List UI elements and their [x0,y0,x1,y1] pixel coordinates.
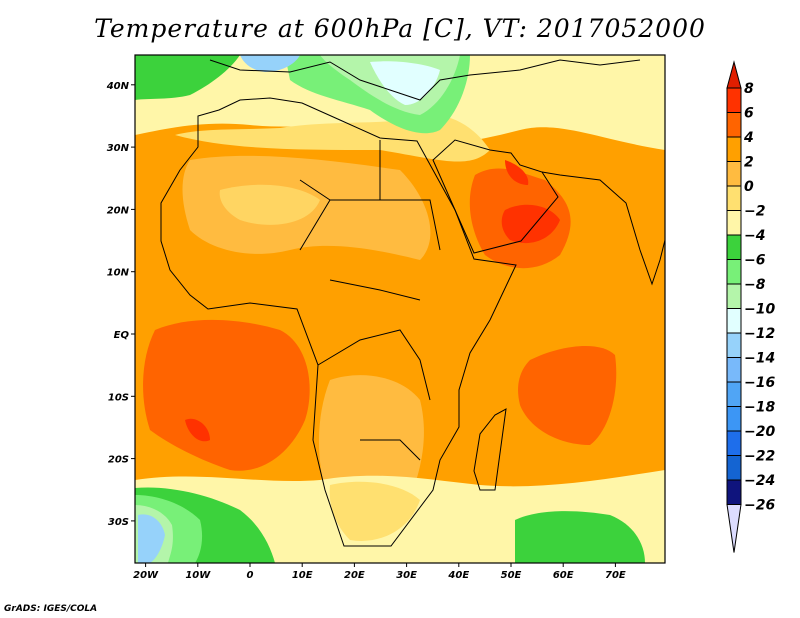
colorbar-label: −12 [744,326,775,342]
lat-label: 20S [108,455,129,466]
colorbar-label: 0 [744,179,754,195]
lat-label: 30S [108,517,129,528]
colorbar-label: −2 [744,204,765,220]
lat-label: 30N [107,143,130,154]
lon-label: 10W [185,570,211,581]
colorbar-label: −8 [744,277,766,293]
lon-label: 10E [292,570,313,581]
colorbar-band [726,161,742,187]
colorbar-band [726,234,742,260]
colorbar-label: −16 [744,375,775,391]
colorbar-label: −22 [744,449,775,465]
colorbar-label: −24 [744,473,775,489]
colorbar-top-arrow [726,60,742,89]
colorbar-band [726,381,742,407]
colorbar: 8 6 4 2 0 −2 −4 −6 −8 −10 −12 −14 −16 −18 −20 −22 −24 −26 [726,60,775,553]
map-frame [134,54,666,564]
colorbar-label: 6 [744,106,754,122]
lon-label: 40E [447,570,469,581]
colorbar-label: −14 [744,351,775,367]
lat-label: 10N [107,268,130,279]
lon-label: 50E [501,570,522,581]
colorbar-bottom-arrow [726,504,742,553]
map-axes: 20W 10W 0 10E 20E 30E 40E 50E 60E 70E 40N 30N 20N 10N… [106,81,626,581]
colorbar-band [726,430,742,456]
coastlines [160,59,665,547]
colorbar-label: 2 [744,155,754,171]
colorbar-band [726,210,742,236]
colorbar-band [726,112,742,138]
credit-label: GrADS: IGES/COLA [4,604,98,614]
lon-label: 20E [344,570,365,581]
colorbar-label: 8 [744,81,754,97]
lon-label: 20W [133,570,159,581]
colorbar-band [726,283,742,309]
colorbar-band [726,332,742,358]
colorbar-label: −20 [744,424,775,440]
colorbar-label: −4 [744,228,765,244]
lon-label: 60E [553,570,574,581]
colorbar-band [726,357,742,383]
lon-label: 30E [396,570,417,581]
colorbar-band [726,87,742,113]
colorbar-label: −26 [744,498,775,514]
lat-label: 40N [106,81,130,92]
lat-label: 20N [107,205,130,216]
colorbar-band [726,479,742,505]
map-title: Temperature at 600hPa [C], VT: 201705200… [94,14,706,43]
temperature-field [135,55,665,563]
colorbar-label: −18 [744,400,775,416]
colorbar-band [726,185,742,211]
lat-label: 10S [108,392,129,403]
colorbar-label: −6 [744,253,766,269]
colorbar-band [726,455,742,481]
colorbar-label: 4 [743,130,754,146]
colorbar-label: −10 [744,302,775,318]
colorbar-band [726,136,742,162]
lon-label: 0 [247,570,254,581]
colorbar-band [726,259,742,285]
colorbar-band [726,308,742,334]
colorbar-band [726,406,742,432]
lon-label: 70E [605,570,626,581]
lat-label: EQ [114,330,130,341]
